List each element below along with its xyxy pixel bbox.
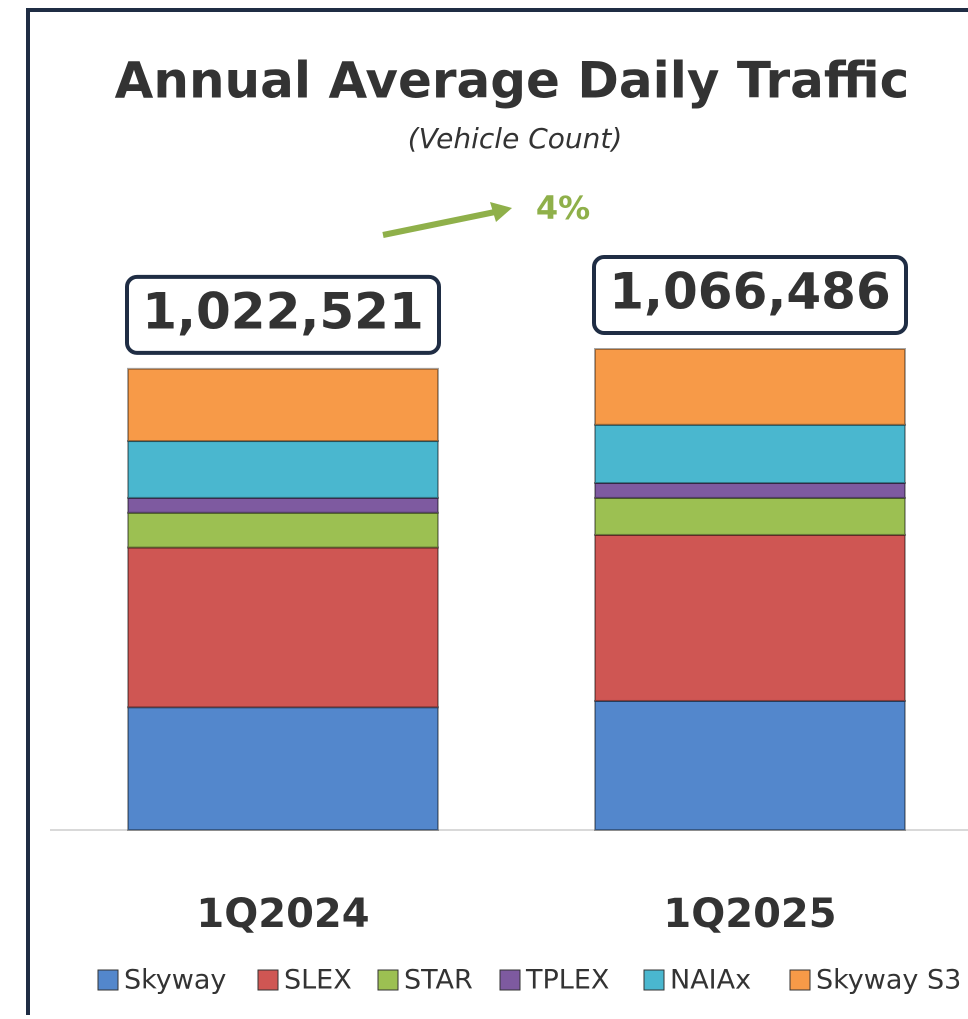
total-label: 1,066,486 bbox=[609, 263, 891, 321]
legend-swatch bbox=[499, 969, 521, 991]
legend-label: SLEX bbox=[284, 965, 352, 996]
bar-segment bbox=[127, 706, 439, 832]
trend-arrow bbox=[382, 209, 496, 238]
bar-segment bbox=[127, 511, 439, 549]
x-tick-label: 1Q2024 bbox=[196, 891, 369, 937]
legend-swatch bbox=[643, 969, 665, 991]
x-tick-label: 1Q2025 bbox=[663, 891, 836, 937]
bar-segment bbox=[127, 496, 439, 514]
growth-annotation: 4% bbox=[536, 189, 590, 227]
bar-segment bbox=[127, 440, 439, 499]
trend-arrowhead bbox=[490, 202, 512, 222]
legend-swatch bbox=[257, 969, 279, 991]
bar-segment bbox=[594, 423, 906, 485]
bar-segment bbox=[594, 348, 906, 426]
total-label: 1,022,521 bbox=[142, 282, 424, 340]
bar-segment bbox=[594, 699, 906, 832]
bar-segment bbox=[594, 482, 906, 499]
legend-label: STAR bbox=[404, 965, 473, 996]
legend-label: TPLEX bbox=[525, 965, 609, 996]
legend-swatch bbox=[789, 969, 811, 991]
chart-subtitle: (Vehicle Count) bbox=[408, 122, 623, 155]
legend-label: NAIAx bbox=[670, 965, 751, 996]
bar-segment bbox=[127, 367, 439, 443]
total-box bbox=[592, 255, 908, 335]
legend-swatch bbox=[97, 969, 119, 991]
total-box bbox=[125, 274, 441, 355]
legend-swatch bbox=[377, 969, 399, 991]
bar-segment bbox=[127, 546, 439, 709]
bar-segment bbox=[594, 496, 906, 536]
legend-label: Skyway S3 bbox=[816, 965, 961, 996]
bar-segment bbox=[594, 533, 906, 702]
legend-label: Skyway bbox=[124, 965, 226, 996]
chart-title: Annual Average Daily Traffic bbox=[115, 52, 910, 110]
frame bbox=[26, 8, 968, 1019]
